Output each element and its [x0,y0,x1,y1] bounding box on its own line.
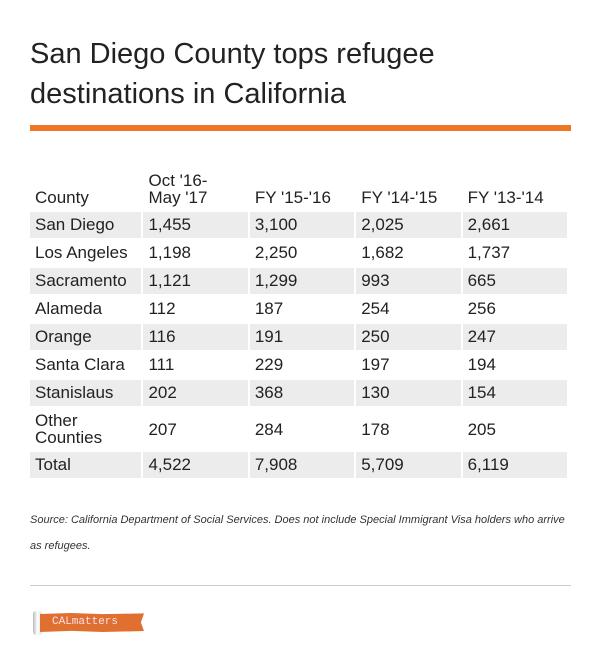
data-table: County Oct '16- May '17 FY '15-'16 FY '14… [28,158,569,480]
value-cell: 250 [356,324,461,350]
value-cell: 1,682 [361,243,404,262]
source-note: Source: California Department of Social … [30,514,565,552]
value-cell: 154 [462,380,567,406]
value-cell: 178 [361,419,390,439]
value-cell: 254 [361,299,390,318]
value-cell: 247 [462,324,567,350]
value-cell: 1,737 [467,243,511,262]
calmatters-logo: CALmatters [33,611,145,635]
county-cell: Alameda [35,299,103,318]
value-cell: 202 [143,380,248,406]
table-row: Alameda 112 187 254 256 [30,296,567,322]
table-row: Santa Clara 111 229 197 194 [30,352,567,378]
column-header: County [35,188,89,207]
value-cell: 130 [356,380,461,406]
value-cell: 112 [148,299,176,318]
county-cell: Santa Clara [35,355,125,374]
county-cell: Sacramento [30,268,142,294]
value-cell: 2,661 [462,212,567,238]
value-cell: 191 [249,324,355,350]
value-cell: 256 [467,299,496,318]
divider [30,585,571,586]
table-row: Los Angeles 1,198 2,250 1,682 1,737 [30,240,567,266]
value-cell: 1,455 [143,212,248,238]
column-header: FY '13-'14 [467,188,544,207]
value-cell: 2,250 [254,243,298,262]
column-header: Oct '16- May '17 [148,171,208,207]
table-row: San Diego 1,455 3,100 2,025 2,661 [30,212,567,238]
table-row: Orange 116 191 250 247 [30,324,567,350]
value-cell: 1,198 [148,243,192,262]
value-cell: 197 [361,355,390,374]
value-cell: 2,025 [356,212,461,238]
table-row: Stanislaus 202 368 130 154 [30,380,567,406]
header-row: County Oct '16- May '17 FY '15-'16 FY '14… [30,160,567,210]
value-cell: 4,522 [143,452,248,478]
table-row: Sacramento 1,121 1,299 993 665 [30,268,567,294]
value-cell: 229 [254,355,284,374]
county-cell: Stanislaus [30,380,142,406]
county-cell: Other Counties [35,411,103,447]
value-cell: 1,121 [143,268,248,294]
value-cell: 207 [148,419,177,439]
table-row: Other Counties 207 284 178 205 [30,408,567,450]
county-cell: Los Angeles [35,243,128,262]
value-cell: 116 [143,324,248,350]
value-cell: 1,299 [249,268,355,294]
value-cell: 187 [254,299,284,318]
page-title: San Diego County tops refugee destinatio… [30,38,435,110]
value-cell: 3,100 [249,212,355,238]
value-cell: 111 [148,355,175,374]
county-cell: Orange [30,324,142,350]
value-cell: 5,709 [356,452,461,478]
value-cell: 6,119 [462,452,567,478]
county-cell: Total [30,452,142,478]
table-row: Total 4,522 7,908 5,709 6,119 [30,452,567,478]
value-cell: 284 [254,419,284,439]
value-cell: 993 [356,268,461,294]
value-cell: 665 [462,268,567,294]
column-header: FY '15-'16 [254,188,331,207]
value-cell: 194 [467,355,496,374]
county-cell: San Diego [30,212,142,238]
column-header: FY '14-'15 [361,188,438,207]
value-cell: 205 [467,419,496,439]
value-cell: 368 [249,380,355,406]
accent-bar [30,125,571,131]
value-cell: 7,908 [249,452,355,478]
